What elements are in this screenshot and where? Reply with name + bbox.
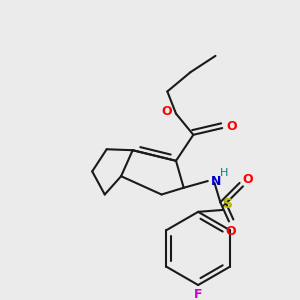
Text: O: O — [226, 225, 236, 238]
Text: H: H — [220, 168, 229, 178]
Text: O: O — [242, 172, 253, 186]
Text: O: O — [226, 120, 237, 133]
Text: N: N — [211, 176, 221, 188]
Text: F: F — [194, 288, 203, 300]
Text: S: S — [223, 197, 233, 211]
Text: O: O — [161, 105, 172, 118]
